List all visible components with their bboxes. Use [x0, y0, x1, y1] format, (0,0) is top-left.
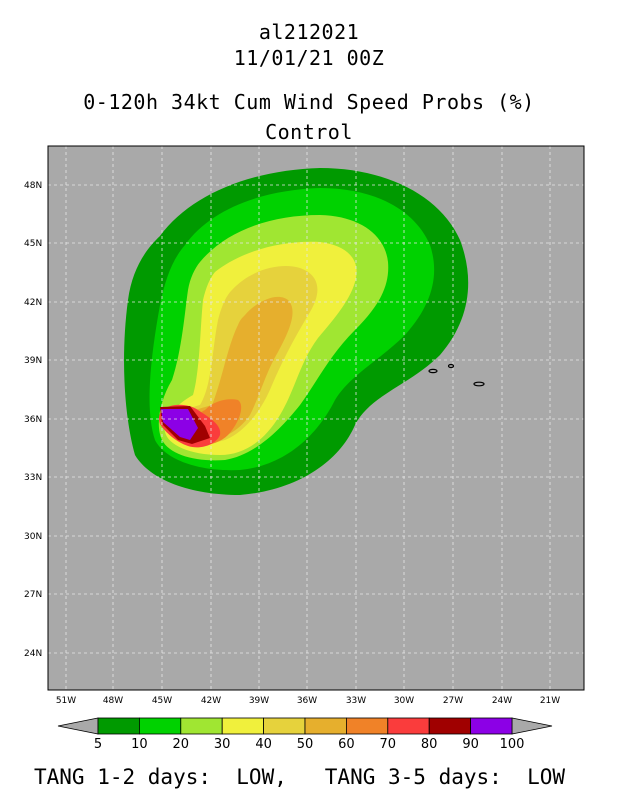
legend-level-label: 5 [93, 737, 103, 752]
legend-level-label: 80 [420, 737, 438, 752]
legend-swatch [470, 717, 513, 735]
lon-label: 24W [492, 696, 512, 706]
color-legend [57, 717, 553, 735]
legend-swatch [180, 717, 223, 735]
lat-label: 42N [24, 298, 42, 308]
lon-label: 33W [346, 696, 366, 706]
tang-status-footer: TANG 1-2 days: LOW, TANG 3-5 days: LOW [34, 765, 566, 789]
legend-level-label: 90 [462, 737, 479, 752]
datetime-title: 11/01/21 00Z [233, 46, 385, 70]
lon-label: 27W [443, 696, 463, 706]
legend-swatch [304, 717, 347, 735]
legend-swatch [97, 717, 140, 735]
lon-label: 45W [152, 696, 172, 706]
lat-label: 36N [24, 415, 42, 425]
run-title: Control [265, 120, 353, 144]
latitude-axis: 48N 45N 42N 39N 36N 33N 30N 27N 24N [24, 181, 42, 659]
legend-level-label: 40 [255, 737, 272, 752]
legend-level-label: 100 [499, 737, 525, 752]
lon-label: 51W [56, 696, 76, 706]
legend-swatch [138, 717, 182, 735]
longitude-axis: 51W 48W 45W 42W 39W 36W 33W 30W 27W 24W … [56, 696, 560, 706]
lat-label: 45N [24, 239, 42, 249]
legend-level-label: 60 [338, 737, 355, 752]
lat-label: 33N [24, 473, 42, 483]
product-title: 0-120h 34kt Cum Wind Speed Probs (%) [83, 90, 535, 114]
legend-swatch [345, 717, 389, 735]
lat-label: 24N [24, 649, 42, 659]
grid-lines [48, 146, 584, 690]
legend-swatch [428, 717, 472, 735]
lat-label: 48N [24, 181, 42, 191]
lon-label: 48W [103, 696, 123, 706]
lon-label: 30W [394, 696, 414, 706]
legend-swatch [221, 717, 264, 735]
azores-islands-outline [428, 363, 485, 387]
legend-level-label: 10 [131, 737, 148, 752]
lon-label: 39W [249, 696, 269, 706]
lon-label: 36W [297, 696, 317, 706]
legend-swatch [263, 717, 306, 735]
lat-label: 27N [24, 590, 42, 600]
map-frame [47, 145, 585, 691]
legend-right-arrow [511, 717, 553, 735]
legend-level-label: 70 [379, 737, 397, 752]
lon-label: 21W [540, 696, 560, 706]
storm-id-title: al212021 [258, 20, 360, 44]
legend-left-arrow [57, 717, 99, 735]
lon-label: 42W [201, 696, 221, 706]
legend-swatch [387, 717, 430, 735]
lat-label: 30N [24, 532, 42, 542]
legend-level-label: 50 [296, 737, 314, 752]
lat-label: 39N [24, 356, 42, 366]
contour-90 [161, 409, 198, 440]
legend-level-label: 20 [172, 737, 190, 752]
legend-level-label: 30 [213, 737, 231, 752]
contour-50 [175, 296, 293, 440]
